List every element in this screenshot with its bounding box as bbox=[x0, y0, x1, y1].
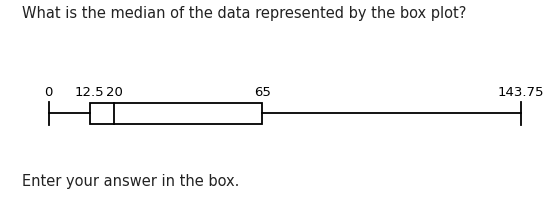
Text: 12.5: 12.5 bbox=[75, 86, 105, 99]
Bar bbox=[90, 103, 262, 124]
Text: 65: 65 bbox=[254, 86, 271, 99]
Text: 20: 20 bbox=[106, 86, 123, 99]
Text: What is the median of the data represented by the box plot?: What is the median of the data represent… bbox=[22, 6, 466, 21]
Text: Enter your answer in the box.: Enter your answer in the box. bbox=[22, 174, 239, 189]
Text: 0: 0 bbox=[44, 86, 53, 99]
Text: 143.75: 143.75 bbox=[497, 86, 544, 99]
